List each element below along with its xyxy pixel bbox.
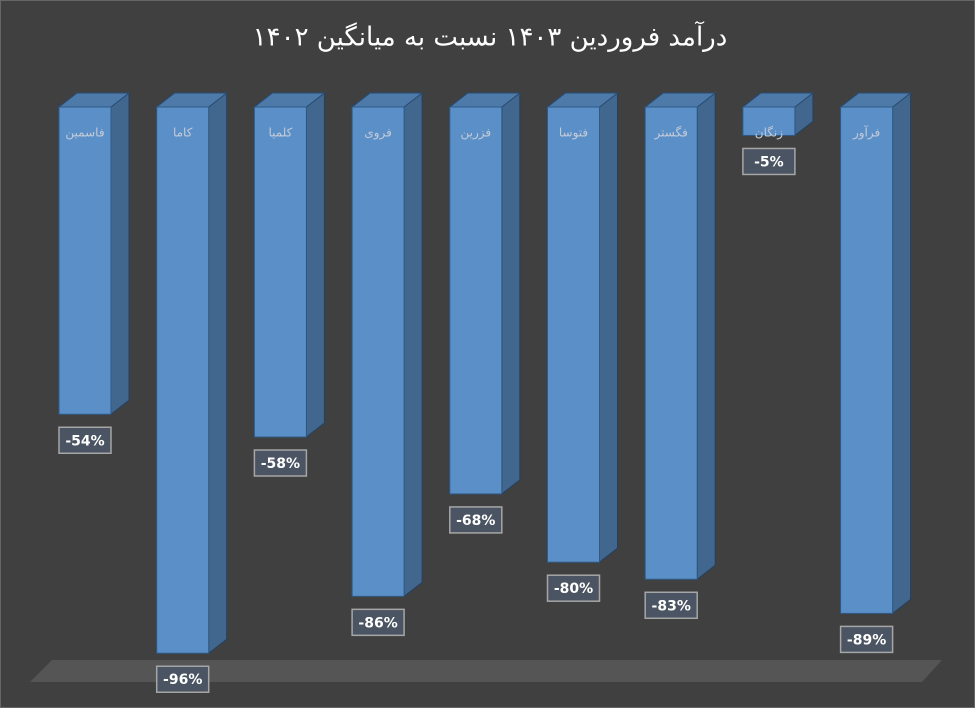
floor — [30, 660, 942, 682]
value-label: -80% — [554, 581, 593, 597]
value-label: -89% — [847, 632, 886, 648]
bar-side — [208, 91, 228, 655]
value-label-box — [58, 426, 112, 455]
value-label: -54% — [65, 433, 104, 449]
value-label: -86% — [358, 615, 397, 631]
bar — [156, 106, 210, 654]
category-label: فتوسا — [559, 126, 588, 141]
bar — [840, 106, 894, 614]
value-label: -96% — [163, 672, 202, 688]
bar-side — [305, 91, 325, 439]
bar — [58, 106, 112, 415]
value-label-box — [742, 147, 796, 176]
category-label: فزرین — [460, 126, 491, 141]
bar-side — [599, 91, 618, 564]
value-label-box — [546, 574, 601, 602]
value-label-box — [839, 625, 894, 654]
value-label-box — [253, 449, 308, 477]
bar-side — [110, 91, 130, 416]
bar — [547, 106, 600, 563]
bar — [644, 106, 698, 580]
bar — [253, 106, 307, 438]
category-label: فاسمین — [65, 126, 104, 141]
value-label-box — [351, 608, 405, 637]
bar-side — [892, 91, 912, 615]
bar — [351, 106, 405, 597]
chart-title: درآمد فروردین ۱۴۰۳ نسبت به میانگین ۱۴۰۲ — [253, 21, 728, 53]
value-label: -58% — [261, 456, 300, 472]
bar-side — [403, 91, 423, 598]
category-label: زنگان — [755, 126, 783, 141]
value-label-box — [449, 506, 503, 534]
bar-side — [696, 91, 716, 581]
bar — [742, 106, 796, 136]
value-label: -83% — [652, 598, 691, 614]
category-label: کلمیا — [268, 126, 292, 140]
category-label: فروی — [364, 126, 392, 141]
category-label: کاما — [173, 126, 193, 140]
category-label: فگستر — [654, 126, 688, 141]
category-label: فرآور — [852, 125, 880, 141]
bar — [449, 106, 503, 495]
bar-side — [501, 91, 521, 495]
value-label: -5% — [754, 154, 784, 170]
value-label-box — [644, 591, 698, 620]
value-label: -68% — [456, 513, 495, 529]
value-label-box — [155, 665, 210, 693]
